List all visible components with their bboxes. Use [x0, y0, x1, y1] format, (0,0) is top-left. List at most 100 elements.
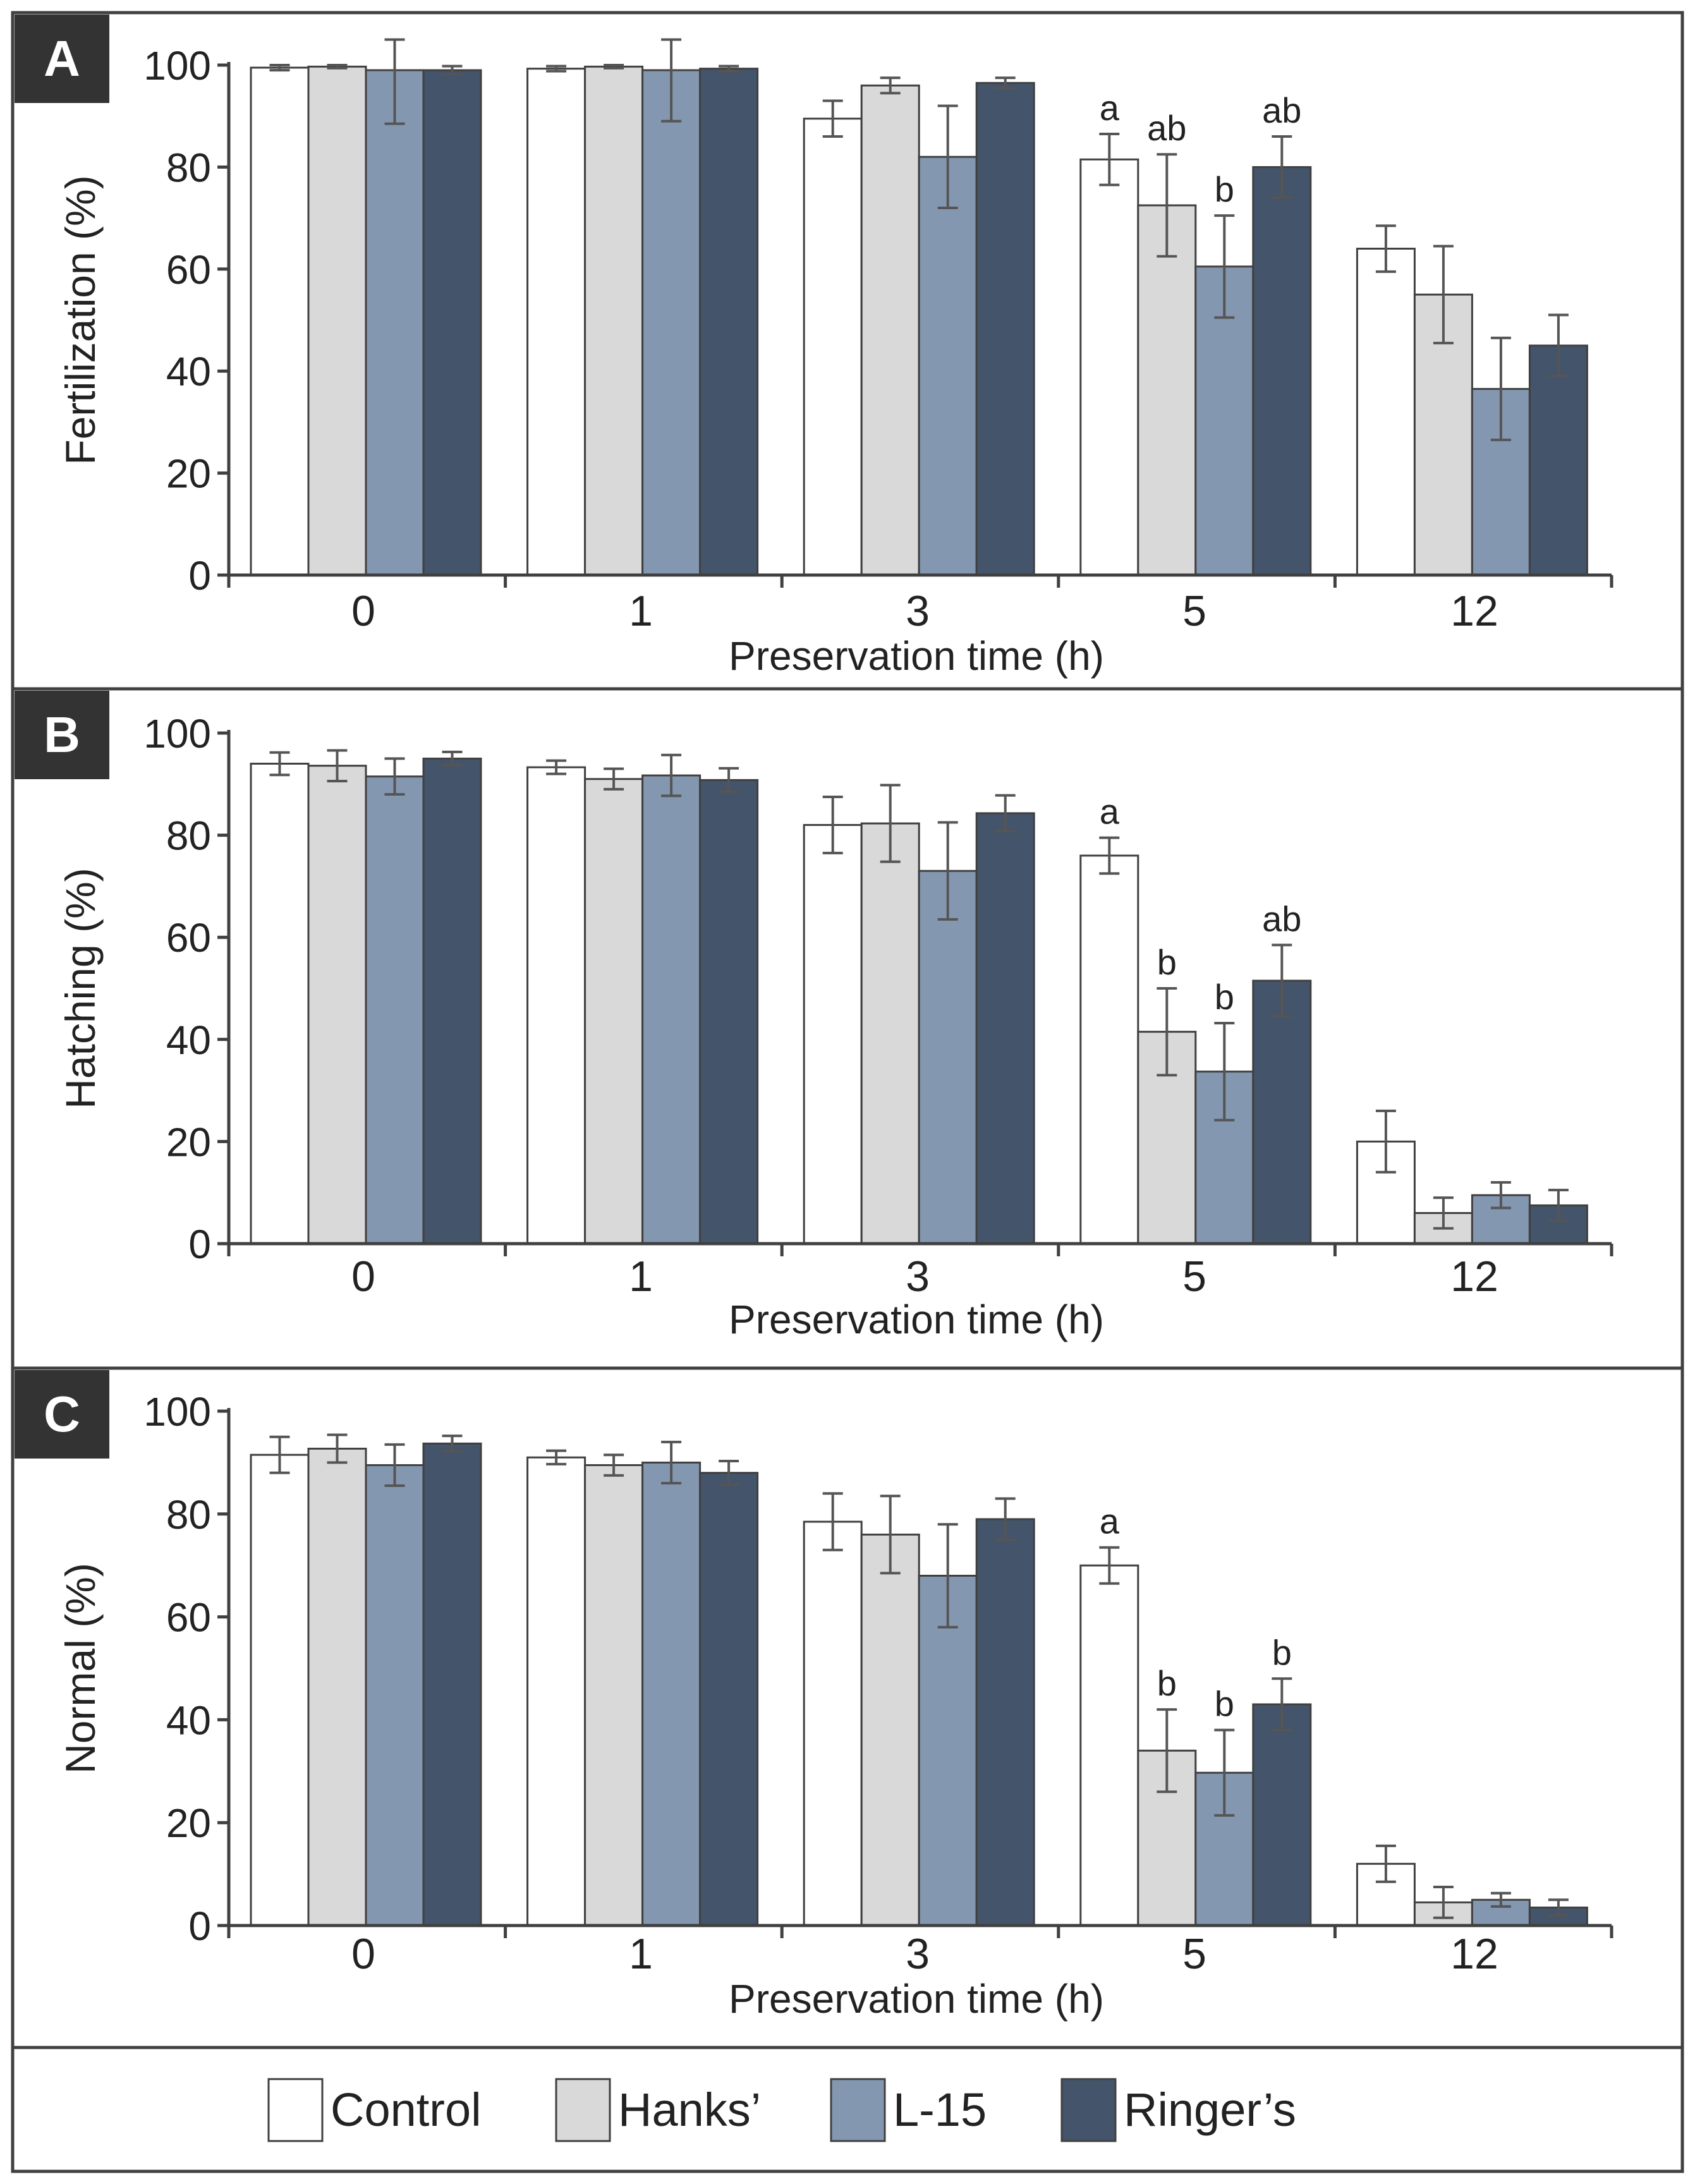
legend-swatch — [555, 2078, 611, 2142]
bar-l15 — [918, 155, 978, 576]
bar-ringers — [699, 779, 759, 1245]
y-tick-label: 80 — [166, 813, 211, 859]
y-tick-label: 100 — [143, 43, 211, 88]
figure-frame — [11, 11, 1684, 2173]
bar-l15 — [918, 1574, 978, 1927]
bar-hanks — [307, 765, 367, 1245]
x-tick-label: 5 — [1182, 1253, 1206, 1301]
y-tick-label: 60 — [166, 1595, 211, 1641]
bar-ringers — [422, 1442, 482, 1927]
y-tick-label: 0 — [188, 553, 211, 598]
panel-label: C — [44, 1386, 80, 1442]
y-tick-label: 40 — [166, 1697, 211, 1743]
legend-item-control: Control — [267, 2078, 482, 2142]
x-tick-label: 12 — [1450, 1253, 1498, 1301]
bar-l15 — [918, 870, 978, 1245]
significance-letter: a — [1100, 792, 1120, 832]
significance-letter: b — [1157, 942, 1177, 982]
legend: Control Hanks’ L-15 Ringer’s — [267, 2078, 1296, 2142]
bar-ringers — [1252, 1703, 1312, 1927]
x-tick-label: 0 — [351, 1253, 375, 1301]
x-tick-label: 1 — [629, 1253, 653, 1301]
legend-label: L-15 — [893, 2084, 987, 2136]
legend-item-ringers: Ringer’s — [1060, 2078, 1296, 2142]
bar-control — [526, 766, 586, 1245]
bar-control — [803, 1520, 863, 1927]
significance-letter: a — [1100, 88, 1120, 128]
bar-control — [803, 823, 863, 1245]
significance-letter: ab — [1262, 899, 1301, 938]
y-axis-label: Normal (%) — [57, 1563, 104, 1774]
bar-control — [526, 1456, 586, 1927]
panel-label-badge — [15, 1370, 109, 1459]
bar-ringers — [975, 1518, 1035, 1927]
bar-ringers — [699, 1472, 759, 1927]
bar-l15 — [365, 775, 425, 1245]
significance-letter: b — [1215, 977, 1234, 1017]
y-tick-label: 80 — [166, 1492, 211, 1538]
x-tick-label: 3 — [906, 587, 930, 635]
x-axis-label: Preservation time (h) — [729, 1297, 1104, 1342]
x-tick-label: 12 — [1450, 587, 1498, 635]
y-tick-label: 20 — [166, 1800, 211, 1846]
bar-control — [1079, 854, 1139, 1245]
x-tick-label: 3 — [906, 1253, 930, 1301]
bar-control — [250, 762, 310, 1245]
bar-l15 — [365, 1464, 425, 1927]
bar-control — [526, 68, 586, 576]
legend-label: Hanks’ — [618, 2084, 761, 2136]
significance-letter: a — [1100, 1502, 1120, 1541]
panel-label: B — [44, 707, 80, 763]
bar-hanks — [307, 65, 367, 576]
bar-hanks — [860, 84, 920, 576]
bar-ringers — [1252, 166, 1312, 576]
bar-control — [1079, 1564, 1139, 1927]
bar-hanks — [584, 65, 644, 576]
y-tick-label: 60 — [166, 247, 211, 293]
legend-item-l15: L-15 — [830, 2078, 987, 2142]
bar-l15 — [641, 69, 702, 576]
x-tick-label: 1 — [629, 1930, 653, 1978]
bar-control — [250, 66, 310, 576]
y-tick-label: 40 — [166, 1017, 211, 1063]
x-tick-label: 0 — [351, 1930, 375, 1978]
y-tick-label: 100 — [143, 711, 211, 756]
x-tick-label: 1 — [629, 587, 653, 635]
panel-label: A — [44, 30, 80, 87]
legend-label: Ringer’s — [1124, 2084, 1296, 2136]
bar-ringers — [422, 69, 482, 576]
significance-letter: b — [1272, 1632, 1292, 1672]
bar-control — [1356, 248, 1416, 576]
significance-letter: b — [1215, 1684, 1234, 1724]
y-tick-label: 0 — [188, 1903, 211, 1949]
significance-letter: ab — [1147, 108, 1186, 148]
y-tick-label: 40 — [166, 349, 211, 394]
y-tick-label: 80 — [166, 145, 211, 190]
legend-item-hanks: Hanks’ — [555, 2078, 761, 2142]
significance-letter: b — [1215, 169, 1234, 209]
bar-hanks — [860, 1533, 920, 1927]
bar-control — [250, 1453, 310, 1927]
bar-ringers — [975, 812, 1035, 1245]
significance-letter: b — [1157, 1663, 1177, 1703]
panel-label-badge — [15, 15, 109, 103]
bar-ringers — [975, 82, 1035, 576]
bar-l15 — [365, 69, 425, 576]
bar-ringers — [422, 757, 482, 1245]
bar-control — [1079, 158, 1139, 576]
bar-hanks — [860, 822, 920, 1245]
y-tick-label: 20 — [166, 451, 211, 497]
x-tick-label: 3 — [906, 1930, 930, 1978]
x-tick-label: 5 — [1182, 1930, 1206, 1978]
bar-hanks — [584, 1464, 644, 1927]
y-tick-label: 20 — [166, 1119, 211, 1165]
y-axis-label: Hatching (%) — [57, 868, 104, 1108]
legend-swatch — [267, 2078, 324, 2142]
y-tick-label: 0 — [188, 1222, 211, 1267]
legend-swatch — [830, 2078, 886, 2142]
x-tick-label: 12 — [1450, 1930, 1498, 1978]
x-tick-label: 5 — [1182, 587, 1206, 635]
